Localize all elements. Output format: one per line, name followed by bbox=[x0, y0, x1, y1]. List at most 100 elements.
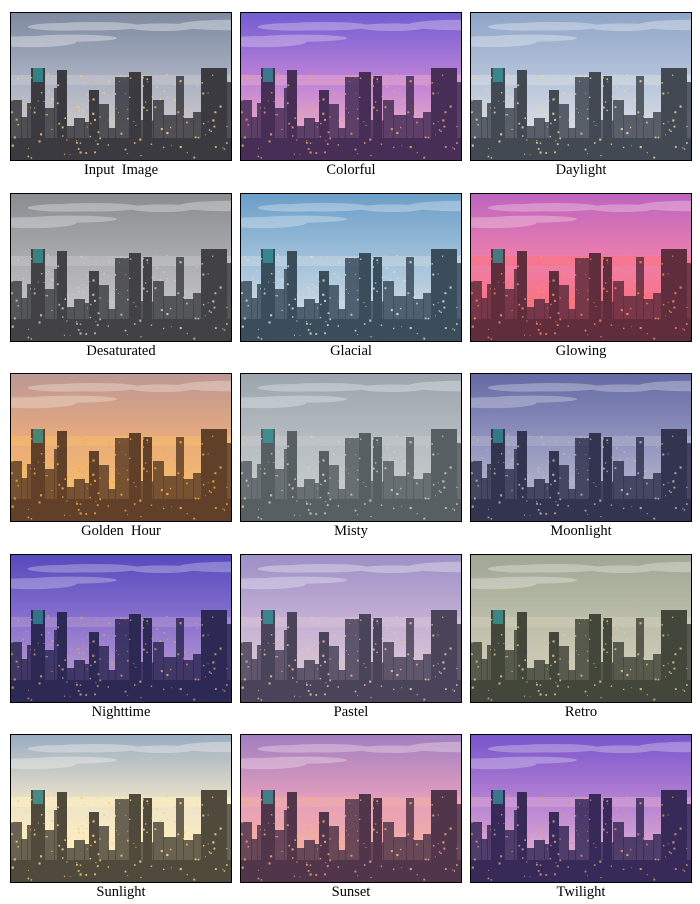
skyline bbox=[11, 610, 231, 702]
panel-caption: Retro bbox=[564, 704, 598, 720]
clouds bbox=[471, 380, 691, 409]
panel: Twilight bbox=[470, 734, 692, 904]
city-lights bbox=[241, 254, 458, 340]
cityscape-photo bbox=[240, 193, 462, 342]
skyline bbox=[11, 429, 231, 521]
cityscape-image bbox=[471, 555, 691, 702]
cityscape-photo bbox=[240, 734, 462, 883]
skyline bbox=[471, 610, 691, 702]
cityscape-image bbox=[11, 555, 231, 702]
panel-caption: Desaturated bbox=[86, 343, 156, 359]
panel-caption: Glacial bbox=[330, 343, 372, 359]
clouds bbox=[11, 380, 231, 409]
cityscape-photo bbox=[470, 12, 692, 161]
cityscape-photo bbox=[10, 12, 232, 161]
cityscape-image bbox=[241, 374, 461, 521]
clouds bbox=[11, 19, 231, 48]
cityscape-image bbox=[241, 194, 461, 341]
cityscape-photo bbox=[470, 734, 692, 883]
clouds bbox=[241, 741, 461, 770]
panel-caption: Sunset bbox=[331, 884, 371, 900]
clouds bbox=[11, 561, 231, 590]
panel-caption: Glowing bbox=[555, 343, 607, 359]
clouds bbox=[241, 19, 461, 48]
clouds bbox=[471, 19, 691, 48]
clouds bbox=[241, 200, 461, 229]
city-lights bbox=[11, 795, 228, 881]
cityscape-photo bbox=[240, 554, 462, 703]
skyline bbox=[11, 68, 231, 160]
city-lights bbox=[11, 73, 228, 159]
skyline bbox=[11, 790, 231, 882]
panel: Daylight bbox=[470, 12, 692, 182]
cityscape-photo bbox=[240, 12, 462, 161]
city-lights bbox=[471, 615, 688, 701]
skyline bbox=[241, 249, 461, 341]
city-lights bbox=[471, 73, 688, 159]
city-lights bbox=[11, 434, 228, 520]
panel-caption: Pastel bbox=[333, 704, 369, 720]
panel: Sunlight bbox=[10, 734, 232, 904]
skyline bbox=[241, 429, 461, 521]
cityscape-image bbox=[241, 555, 461, 702]
panel-caption: Input Image bbox=[83, 162, 159, 178]
panel: Moonlight bbox=[470, 373, 692, 543]
city-lights bbox=[471, 795, 688, 881]
clouds bbox=[471, 741, 691, 770]
cityscape-image bbox=[471, 194, 691, 341]
clouds bbox=[241, 380, 461, 409]
cityscape-image bbox=[11, 13, 231, 160]
panel: Glacial bbox=[240, 193, 462, 363]
panel: Misty bbox=[240, 373, 462, 543]
panel: Input Image bbox=[10, 12, 232, 182]
city-lights bbox=[11, 615, 228, 701]
cityscape-photo bbox=[470, 193, 692, 342]
panel: Glowing bbox=[470, 193, 692, 363]
skyline bbox=[471, 790, 691, 882]
panel: Desaturated bbox=[10, 193, 232, 363]
cityscape-photo bbox=[240, 373, 462, 522]
panel-caption: Colorful bbox=[326, 162, 376, 178]
panel-caption: Sunlight bbox=[96, 884, 146, 900]
cityscape-photo bbox=[470, 373, 692, 522]
cityscape-photo bbox=[10, 373, 232, 522]
cityscape-image bbox=[471, 735, 691, 882]
cityscape-image bbox=[11, 374, 231, 521]
cityscape-image bbox=[241, 735, 461, 882]
panel: Nighttime bbox=[10, 554, 232, 724]
city-lights bbox=[471, 254, 688, 340]
clouds bbox=[471, 561, 691, 590]
cityscape-photo bbox=[10, 193, 232, 342]
cityscape-image bbox=[11, 735, 231, 882]
city-lights bbox=[11, 254, 228, 340]
panel-caption: Golden Hour bbox=[81, 523, 161, 539]
cityscape-photo bbox=[10, 554, 232, 703]
city-lights bbox=[241, 73, 458, 159]
panel-caption: Nighttime bbox=[91, 704, 151, 720]
panel: Golden Hour bbox=[10, 373, 232, 543]
city-lights bbox=[241, 795, 458, 881]
clouds bbox=[241, 561, 461, 590]
panel: Pastel bbox=[240, 554, 462, 724]
cityscape-photo bbox=[10, 734, 232, 883]
panel-caption: Misty bbox=[334, 523, 368, 539]
cityscape-image bbox=[241, 13, 461, 160]
panel: Retro bbox=[470, 554, 692, 724]
clouds bbox=[11, 741, 231, 770]
panel-caption: Twilight bbox=[556, 884, 606, 900]
cityscape-image bbox=[471, 13, 691, 160]
cityscape-image bbox=[11, 194, 231, 341]
city-lights bbox=[241, 434, 458, 520]
panel: Sunset bbox=[240, 734, 462, 904]
cityscape-photo bbox=[470, 554, 692, 703]
panel: Colorful bbox=[240, 12, 462, 182]
city-lights bbox=[471, 434, 688, 520]
panel-caption: Moonlight bbox=[550, 523, 612, 539]
cityscape-image bbox=[471, 374, 691, 521]
clouds bbox=[11, 200, 231, 229]
panel-caption: Daylight bbox=[555, 162, 607, 178]
city-lights bbox=[241, 615, 458, 701]
skyline bbox=[471, 429, 691, 521]
clouds bbox=[471, 200, 691, 229]
